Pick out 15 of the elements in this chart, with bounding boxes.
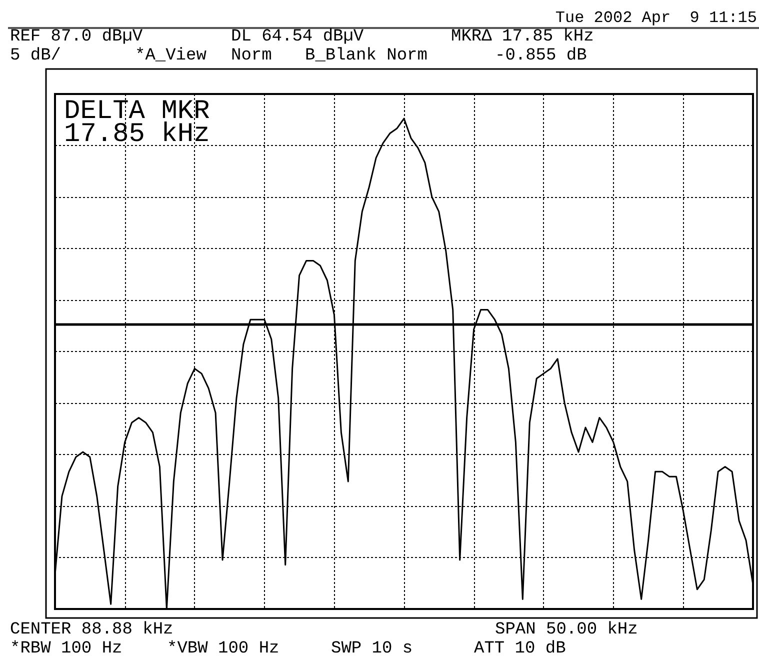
text: -0.855 dB	[495, 46, 587, 66]
text: REF 87.0 dBµV	[10, 28, 144, 46]
text: B_Blank Norm	[305, 46, 428, 66]
text: Norm	[231, 46, 272, 66]
text: *VBW 100 Hz	[167, 640, 280, 658]
text: 5 dB/	[10, 46, 62, 66]
text: CENTER 88.88 kHz	[10, 620, 174, 640]
text: MKRΔ 17.85 kHz	[451, 28, 594, 46]
text: *A_View	[135, 46, 208, 66]
text: *RBW 100 Hz	[10, 640, 122, 658]
text: SWP 10 s	[331, 640, 413, 658]
text: Tue 2002 Apr 9 11:15	[555, 9, 757, 27]
text: DL 64.54 dBµV	[231, 28, 364, 46]
text: ATT 10 dB	[474, 640, 566, 658]
text: SPAN 50.00 kHz	[495, 620, 638, 640]
